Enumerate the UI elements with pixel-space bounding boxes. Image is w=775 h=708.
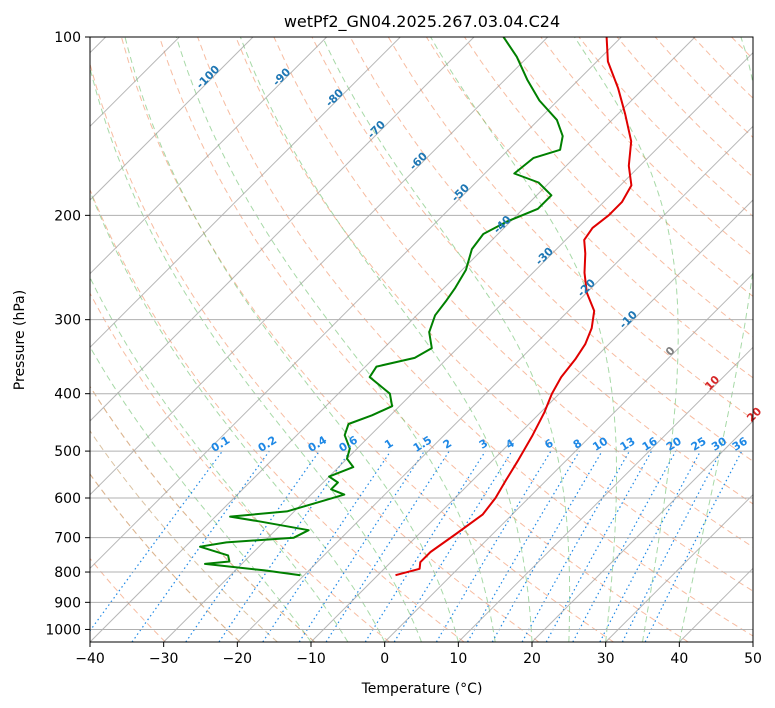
isotherm-line [90,37,328,275]
y-tick-label: 400 [54,387,81,403]
profile-series [199,37,633,577]
pressure-grid [90,37,753,642]
dry-adiabat [311,37,753,505]
mixing-ratio-line [298,450,425,642]
x-tick-label: 30 [597,651,615,667]
dewpoint-line [199,37,564,577]
mixing-ratio-line [262,450,392,642]
dry-adiabat [349,37,753,462]
isotherm-line [457,346,753,642]
dry-adiabat [120,37,614,642]
x-tick-label: 0 [380,651,389,667]
y-tick-label: 600 [54,491,81,507]
x-tick-label: −40 [75,651,105,667]
dry-adiabat [273,37,753,548]
isotherm-line [90,37,254,201]
moist-adiabat [678,37,753,642]
temperature-line [395,37,633,577]
moist-adiabat [574,37,679,642]
y-tick-label: 700 [54,531,81,547]
axes: −40 −30 −20 −10 0 10 20 30 40 50 100 200 300 400 500 60… [45,30,762,667]
y-tick-label: 800 [54,565,81,581]
dry-adiabat [425,37,753,379]
y-tick-label: 100 [54,30,81,46]
moist-adiabat [90,65,422,642]
chart-title: wetPf2_GN04.2025.267.03.04.C24 [284,12,560,32]
x-tick-label: 50 [744,651,762,667]
isotherm-line [90,37,549,496]
y-tick-label: 1000 [45,622,81,638]
x-axis-title: Temperature (°C) [361,681,483,697]
y-tick-label: 500 [54,444,81,460]
moist-adiabat [239,37,533,642]
y-tick-label: 300 [54,313,81,329]
y-tick-label: 200 [54,208,81,224]
moist-adiabat [322,37,571,642]
mixing-ratio-line [364,450,486,642]
mixing-ratio-line [572,450,677,642]
dry-adiabat [90,62,540,642]
isotherm-line [90,37,475,422]
dry-adiabat [90,292,390,642]
isotherm-line [384,272,753,642]
x-tick-label: 10 [449,651,467,667]
mixing-ratio-line [185,450,320,642]
dry-adiabat [90,188,465,642]
x-tick-label: −10 [296,651,326,667]
isotherm-line [163,51,753,642]
isotherm-line [90,37,622,570]
isotherm-line [90,37,401,349]
isotherm-line [310,199,753,642]
dry-adiabat [235,37,753,592]
moist-adiabat [90,189,386,642]
dry-adiabat [159,37,689,642]
dry-adiabat [90,429,278,642]
y-axis-title: Pressure (hPa) [12,290,28,390]
mixing-ratio-line [466,450,580,642]
dry-adiabat [464,37,753,338]
mixing-ratio-line [599,450,702,642]
mixing-ratio-line [325,450,450,642]
x-tick-label: −30 [149,651,179,667]
x-tick-label: 40 [670,651,688,667]
isotherm-line [236,125,753,642]
moist-adiabat [430,37,617,642]
reference-lines [90,37,753,642]
moist-adiabat [124,37,459,642]
y-tick-label: 900 [54,595,81,611]
x-tick-label: −20 [223,651,253,667]
dry-adiabat [90,473,241,642]
dry-adiabat [502,37,753,298]
isotherm-line [605,493,753,642]
isotherm-line [531,420,753,642]
moist-adiabat [175,37,496,642]
dry-adiabat [387,37,753,420]
plot-frame [89,36,754,643]
isotherm-line [90,37,696,642]
moist-adiabat [90,276,349,642]
dry-adiabat [90,385,316,642]
mixing-ratio-line [435,450,552,642]
mixing-ratio-line [218,450,351,642]
x-tick-label: 20 [523,651,541,667]
